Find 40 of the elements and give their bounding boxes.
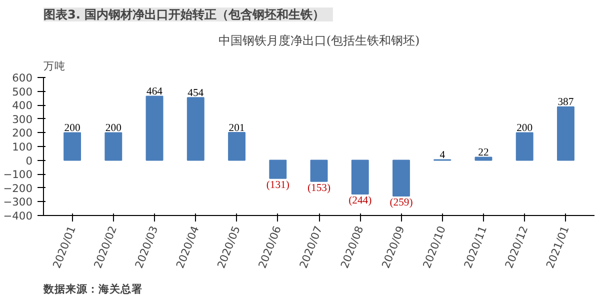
y-tick-label: 200 bbox=[12, 126, 33, 140]
bar bbox=[556, 106, 574, 161]
y-tick-label: 300 bbox=[12, 112, 33, 126]
y-tick-label: 100 bbox=[12, 140, 33, 154]
bar bbox=[310, 160, 328, 182]
y-tick-label: −100 bbox=[3, 168, 33, 182]
y-tick-label: 400 bbox=[12, 99, 33, 112]
y-tick-label: 500 bbox=[12, 85, 33, 98]
bar bbox=[186, 97, 204, 161]
y-tick-label: −400 bbox=[3, 210, 33, 222]
y-tick-label: −300 bbox=[3, 196, 33, 209]
data-label: 200 bbox=[516, 123, 533, 134]
data-label: 387 bbox=[558, 97, 574, 108]
bar bbox=[392, 160, 410, 197]
bar bbox=[104, 132, 122, 161]
chart-subtitle: 中国钢铁月度净出口(包括生铁和钢坯) bbox=[218, 34, 420, 48]
data-label: (131) bbox=[266, 180, 290, 192]
bar bbox=[64, 132, 82, 161]
data-label: 22 bbox=[478, 148, 489, 159]
data-label: 454 bbox=[188, 88, 204, 99]
y-tick-label: 600 bbox=[12, 72, 33, 84]
bar bbox=[228, 132, 246, 161]
data-label: (244) bbox=[348, 196, 372, 207]
bar bbox=[351, 160, 369, 194]
data-label: 464 bbox=[146, 86, 164, 98]
data-label: 201 bbox=[228, 122, 245, 134]
y-tick-label: −200 bbox=[3, 182, 33, 195]
bar bbox=[474, 156, 492, 161]
data-label: 4 bbox=[440, 150, 446, 162]
y-axis-title: 万吨 bbox=[44, 60, 66, 72]
source-note: 数据来源：海关总署 bbox=[42, 282, 142, 296]
chart-title: 图表3. 国内钢材净出口开始转正（包含钢坯和生铁） bbox=[44, 8, 325, 22]
y-tick-label: 0 bbox=[26, 154, 33, 168]
data-label: (259) bbox=[390, 198, 414, 209]
bar bbox=[146, 96, 164, 161]
bar bbox=[269, 160, 287, 179]
data-label: (153) bbox=[307, 183, 331, 194]
bar bbox=[516, 132, 534, 161]
data-label: 200 bbox=[64, 123, 80, 134]
data-label: 200 bbox=[105, 123, 122, 134]
